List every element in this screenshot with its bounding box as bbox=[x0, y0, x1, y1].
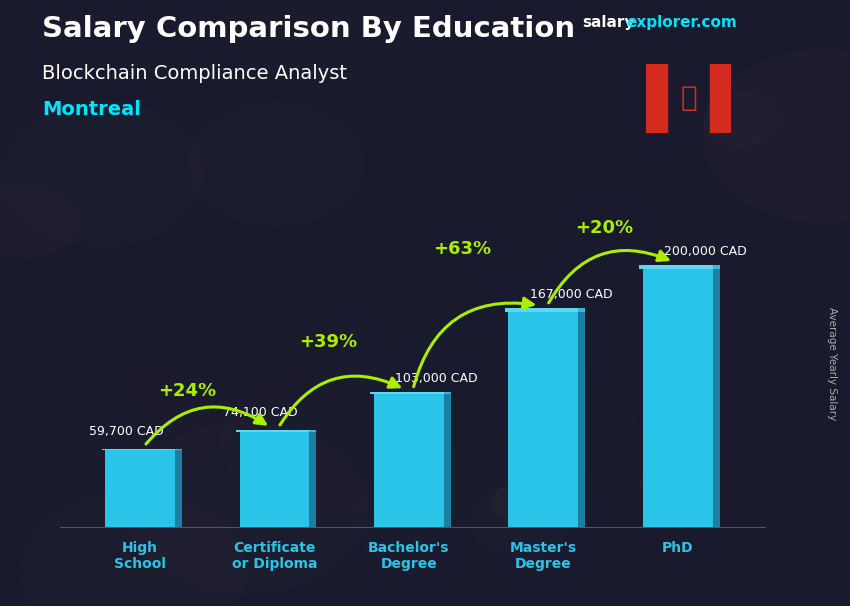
Bar bbox=[508, 308, 578, 527]
Circle shape bbox=[83, 291, 125, 321]
FancyBboxPatch shape bbox=[175, 449, 182, 450]
Text: 167,000 CAD: 167,000 CAD bbox=[530, 288, 613, 301]
Bar bbox=[102, 449, 178, 450]
Text: salary: salary bbox=[582, 15, 635, 30]
Text: Average Yearly Salary: Average Yearly Salary bbox=[827, 307, 837, 420]
Text: 200,000 CAD: 200,000 CAD bbox=[664, 245, 747, 258]
Bar bbox=[105, 449, 175, 527]
Circle shape bbox=[660, 402, 715, 441]
Circle shape bbox=[703, 50, 850, 222]
Text: +63%: +63% bbox=[434, 240, 491, 258]
Text: 🍁: 🍁 bbox=[680, 84, 697, 113]
Bar bbox=[639, 265, 716, 269]
Bar bbox=[710, 64, 731, 133]
FancyBboxPatch shape bbox=[578, 308, 585, 527]
Text: 59,700 CAD: 59,700 CAD bbox=[89, 425, 164, 438]
FancyBboxPatch shape bbox=[309, 430, 316, 527]
Circle shape bbox=[189, 102, 364, 226]
FancyBboxPatch shape bbox=[309, 430, 316, 431]
Bar bbox=[374, 392, 444, 527]
Circle shape bbox=[492, 485, 541, 520]
Bar bbox=[236, 430, 313, 431]
Circle shape bbox=[220, 0, 416, 99]
Text: +20%: +20% bbox=[575, 219, 632, 237]
FancyBboxPatch shape bbox=[578, 308, 585, 312]
Bar bbox=[371, 392, 447, 395]
Text: +39%: +39% bbox=[299, 333, 357, 351]
Circle shape bbox=[593, 432, 741, 538]
Bar bbox=[646, 64, 667, 133]
Circle shape bbox=[703, 92, 779, 146]
Circle shape bbox=[639, 473, 674, 498]
Bar bbox=[240, 430, 309, 527]
Text: Montreal: Montreal bbox=[42, 100, 141, 119]
Text: +24%: +24% bbox=[158, 382, 216, 399]
Text: 103,000 CAD: 103,000 CAD bbox=[395, 373, 478, 385]
Bar bbox=[505, 308, 581, 312]
Text: Blockchain Compliance Analyst: Blockchain Compliance Analyst bbox=[42, 64, 348, 82]
FancyBboxPatch shape bbox=[444, 392, 450, 395]
Circle shape bbox=[0, 184, 78, 257]
Text: explorer.com: explorer.com bbox=[626, 15, 737, 30]
Bar bbox=[643, 265, 712, 527]
Circle shape bbox=[20, 490, 246, 606]
FancyBboxPatch shape bbox=[175, 449, 182, 527]
Text: Salary Comparison By Education: Salary Comparison By Education bbox=[42, 15, 575, 43]
FancyBboxPatch shape bbox=[712, 265, 720, 269]
FancyBboxPatch shape bbox=[712, 265, 720, 527]
Circle shape bbox=[1, 102, 202, 246]
Circle shape bbox=[489, 364, 638, 470]
Text: 74,100 CAD: 74,100 CAD bbox=[224, 407, 298, 419]
Circle shape bbox=[127, 423, 366, 594]
FancyBboxPatch shape bbox=[444, 392, 450, 527]
